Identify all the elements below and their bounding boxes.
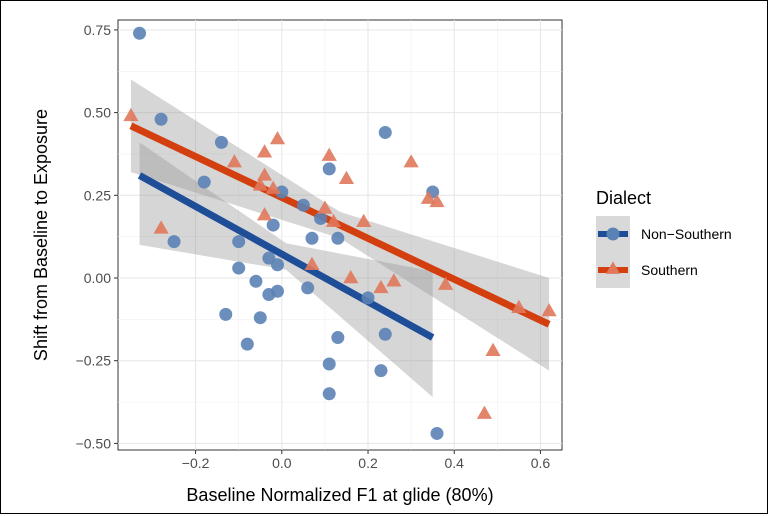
point-non-southern bbox=[378, 327, 392, 341]
point-non-southern bbox=[378, 125, 392, 139]
point-non-southern bbox=[301, 281, 315, 295]
point-non-southern bbox=[322, 162, 336, 176]
y-axis-title: Shift from Baseline to Exposure bbox=[31, 109, 51, 361]
x-axis-title: Baseline Normalized F1 at glide (80%) bbox=[186, 485, 493, 505]
point-non-southern bbox=[266, 218, 280, 232]
point-southern bbox=[252, 177, 268, 191]
point-non-southern bbox=[361, 291, 375, 305]
point-non-southern bbox=[314, 211, 328, 225]
x-tick-label: 0.2 bbox=[358, 455, 378, 471]
point-southern bbox=[153, 220, 169, 234]
point-non-southern bbox=[331, 331, 345, 345]
plot-panel bbox=[117, 19, 563, 451]
point-non-southern bbox=[322, 387, 336, 401]
point-southern bbox=[438, 276, 454, 290]
point-southern bbox=[269, 131, 286, 145]
y-tick-label: −0.25 bbox=[76, 353, 112, 369]
point-southern bbox=[256, 167, 273, 181]
point-non-southern bbox=[167, 235, 181, 249]
fit-line-non-southern bbox=[137, 172, 435, 341]
x-axis: −0.2 0.0 0.2 0.4 0.6 bbox=[182, 450, 551, 471]
point-southern bbox=[386, 273, 402, 287]
point-non-southern bbox=[374, 364, 388, 378]
point-southern bbox=[226, 154, 242, 168]
point-southern bbox=[256, 144, 273, 158]
point-southern bbox=[265, 180, 281, 194]
point-non-southern bbox=[249, 274, 263, 288]
point-southern bbox=[256, 207, 273, 221]
point-non-southern bbox=[296, 198, 310, 212]
point-southern bbox=[420, 190, 436, 204]
point-non-southern bbox=[232, 235, 246, 249]
point-non-southern bbox=[219, 307, 233, 321]
legend: Dialect Non−Southern Southern bbox=[596, 188, 732, 288]
point-southern bbox=[343, 270, 359, 284]
point-southern bbox=[373, 279, 389, 294]
data-points bbox=[123, 26, 557, 440]
point-non-southern bbox=[197, 175, 211, 189]
point-non-southern bbox=[253, 311, 267, 325]
y-tick-label: 0.50 bbox=[84, 105, 111, 121]
y-tick-label: 0.75 bbox=[84, 22, 111, 38]
legend-title: Dialect bbox=[596, 188, 651, 208]
y-axis: −0.50 −0.25 0.00 0.25 0.50 0.75 bbox=[76, 22, 118, 451]
point-non-southern bbox=[154, 112, 168, 126]
legend-key-non-southern-marker bbox=[606, 227, 620, 241]
point-non-southern bbox=[240, 337, 254, 351]
x-tick-label: 0.0 bbox=[272, 455, 292, 471]
point-southern bbox=[541, 303, 557, 317]
grid bbox=[118, 20, 562, 450]
legend-key-southern-marker bbox=[605, 261, 621, 274]
y-tick-label: −0.50 bbox=[76, 435, 112, 451]
point-southern bbox=[304, 256, 320, 270]
point-southern bbox=[317, 200, 333, 214]
legend-label-non-southern: Non−Southern bbox=[641, 226, 732, 242]
point-non-southern bbox=[133, 26, 147, 40]
point-southern bbox=[429, 193, 445, 208]
x-tick-label: −0.2 bbox=[182, 455, 210, 471]
point-southern bbox=[403, 154, 419, 168]
point-non-southern bbox=[232, 261, 246, 275]
point-non-southern bbox=[430, 426, 444, 440]
x-tick-label: 0.6 bbox=[531, 455, 551, 471]
point-southern bbox=[321, 147, 337, 161]
point-southern bbox=[356, 213, 372, 227]
point-southern bbox=[123, 107, 139, 122]
point-southern bbox=[511, 299, 527, 313]
point-southern bbox=[338, 170, 355, 184]
x-tick-label: 0.4 bbox=[444, 455, 464, 471]
point-non-southern bbox=[322, 357, 336, 371]
legend-label-southern: Southern bbox=[641, 262, 698, 278]
point-southern bbox=[325, 213, 342, 227]
point-non-southern bbox=[270, 258, 284, 272]
point-southern bbox=[485, 342, 501, 356]
point-non-southern bbox=[275, 185, 289, 199]
point-southern bbox=[476, 405, 493, 419]
y-tick-label: 0.25 bbox=[84, 187, 111, 203]
point-non-southern bbox=[214, 135, 228, 149]
point-non-southern bbox=[270, 284, 284, 298]
y-tick-label: 0.00 bbox=[84, 270, 111, 286]
point-non-southern bbox=[331, 231, 345, 245]
confidence-band-non-southern bbox=[139, 142, 433, 398]
point-non-southern bbox=[305, 231, 319, 245]
